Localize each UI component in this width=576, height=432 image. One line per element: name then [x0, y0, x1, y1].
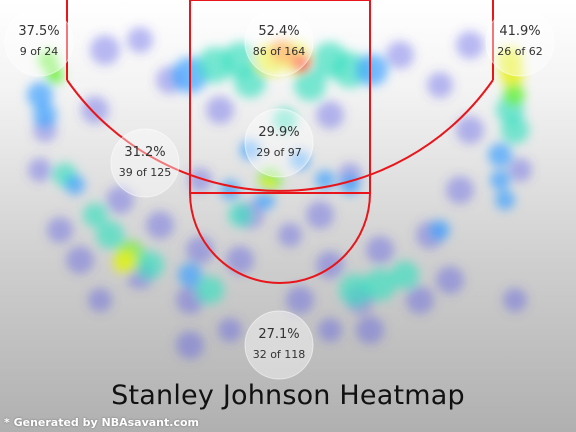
heat-blob: [186, 236, 214, 264]
zone-badge: [4, 7, 74, 77]
heat-blob: [178, 263, 202, 287]
zone-above-break-three: 27.1% 32 of 118: [244, 310, 314, 380]
heat-blob: [456, 31, 484, 59]
heat-blob: [306, 201, 334, 229]
heat-blob: [318, 318, 342, 342]
zone-paint-non-ra: 29.9% 29 of 97: [244, 108, 314, 178]
heat-blob: [218, 318, 242, 342]
heat-blob: [176, 331, 204, 359]
zone-badge: [110, 128, 180, 198]
heat-blob: [196, 276, 224, 304]
heat-blob: [501, 116, 529, 144]
heat-blob: [188, 168, 212, 192]
zone-attempts: 86 of 164: [253, 45, 306, 58]
zone-attempts: 26 of 62: [497, 45, 543, 58]
heat-blob: [206, 96, 234, 124]
zone-labels: 37.5% 9 of 24 52.4% 86 of 164 41.9% 26 o…: [4, 7, 555, 380]
heat-blob: [488, 143, 512, 167]
zone-badge: [485, 7, 555, 77]
heat-blob: [427, 72, 453, 98]
heat-blob: [38, 50, 58, 70]
heat-blob: [315, 170, 335, 190]
heat-blob: [366, 236, 394, 264]
heat-blob: [391, 261, 419, 289]
zone-percentage: 41.9%: [499, 24, 540, 39]
heat-blob: [436, 266, 464, 294]
heat-blob: [28, 158, 52, 182]
zone-badge: [244, 7, 314, 77]
zone-restricted-area: 52.4% 86 of 164: [244, 7, 314, 77]
heat-blob: [255, 190, 275, 210]
heat-blob: [386, 41, 414, 69]
heat-blob: [146, 211, 174, 239]
heat-blob: [46, 66, 64, 84]
zone-badge: [244, 310, 314, 380]
heat-blob: [81, 96, 109, 124]
heat-blob: [290, 52, 310, 72]
zone-percentage: 37.5%: [18, 24, 59, 39]
paint-lane: [189, 0, 371, 194]
heat-blob: [106, 186, 134, 214]
heat-blob: [495, 190, 515, 210]
free-throw-arc: [189, 192, 371, 284]
heat-blob: [47, 217, 73, 243]
zone-percentage: 31.2%: [124, 145, 165, 160]
heat-blob: [136, 251, 164, 279]
heat-blob: [270, 40, 294, 64]
court-lines: [66, 0, 494, 284]
heat-blob: [490, 170, 510, 190]
zone-percentage: 52.4%: [258, 24, 299, 39]
zone-percentage: 27.1%: [258, 327, 299, 342]
heat-blob: [226, 246, 254, 274]
heat-blob: [286, 286, 314, 314]
heat-blob: [503, 84, 525, 106]
heat-blob: [339, 274, 371, 306]
heat-blob: [364, 269, 396, 301]
heat-blob: [228, 203, 252, 227]
heat-blob: [356, 316, 384, 344]
zone-attempts: 39 of 125: [119, 166, 172, 179]
heat-blob: [90, 35, 120, 65]
heat-blob: [220, 180, 240, 200]
heat-blob: [96, 221, 124, 249]
heat-blob: [294, 69, 326, 101]
heat-blob: [356, 54, 388, 86]
zone-attempts: 9 of 24: [20, 45, 59, 58]
heat-blob: [27, 82, 53, 108]
heat-blob: [261, 178, 275, 192]
credit-text: * Generated by NBAsavant.com: [4, 416, 199, 429]
heat-blob: [127, 27, 153, 53]
heat-blob: [446, 176, 474, 204]
zone-attempts: 29 of 97: [256, 146, 302, 159]
heat-blob: [234, 66, 266, 98]
heat-blob: [316, 101, 344, 129]
zone-left-mid-range: 31.2% 39 of 125: [110, 128, 180, 198]
zone-badge: [244, 108, 314, 178]
heat-blob: [113, 250, 137, 274]
heat-blob: [456, 116, 484, 144]
heat-blob: [66, 246, 94, 274]
zone-attempts: 32 of 118: [253, 348, 306, 361]
heat-blob: [88, 288, 112, 312]
chart-title: Stanley Johnson Heatmap: [111, 380, 465, 411]
zone-percentage: 29.9%: [258, 125, 299, 140]
heat-blob: [406, 286, 434, 314]
zone-right-corner-three: 41.9% 26 of 62: [485, 7, 555, 77]
three-point-arc: [66, 79, 494, 192]
heat-blob: [503, 288, 527, 312]
heat-blob: [33, 103, 57, 127]
heat-blob: [278, 223, 302, 247]
heat-blob: [430, 220, 450, 240]
heat-blob: [316, 251, 344, 279]
heat-blob: [508, 158, 532, 182]
heat-blob: [65, 175, 85, 195]
heat-blob: [273, 108, 297, 132]
zone-left-corner-three: 37.5% 9 of 24: [4, 7, 74, 77]
heat-blob: [83, 203, 107, 227]
